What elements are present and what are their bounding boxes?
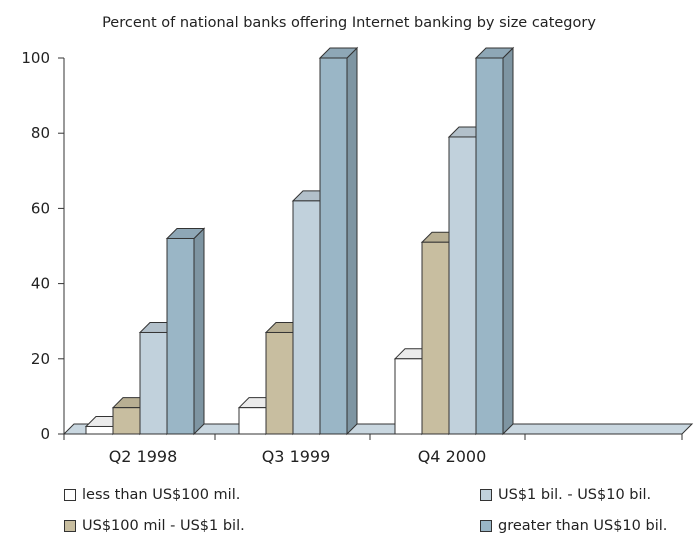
legend-item-greater-than-10bil: greater than US$10 bil.	[480, 518, 667, 534]
bar-front	[112, 407, 141, 435]
chart-title: Percent of national banks offering Inter…	[102, 15, 596, 31]
legend-swatch	[480, 520, 492, 532]
bar	[165, 227, 206, 436]
legend-item-less-than-100mil: less than US$100 mil.	[64, 487, 240, 503]
y-tick-label: 100	[21, 49, 50, 67]
legend-item-100mil-1bil: US$100 mil - US$1 bil.	[64, 518, 245, 534]
bar-front	[475, 57, 504, 435]
bar-front	[85, 425, 114, 435]
legend-label: greater than US$10 bil.	[498, 518, 668, 534]
y-tick-label: 40	[31, 275, 50, 293]
bar-side	[502, 46, 514, 436]
bar-front	[421, 241, 450, 435]
bar-side	[193, 227, 205, 436]
bar-front	[238, 407, 267, 435]
legend-item-1bil-10bil: US$1 bil. - US$10 bil.	[480, 487, 651, 503]
legend-label: US$1 bil. - US$10 bil.	[498, 487, 652, 503]
y-tick-label: 0	[40, 425, 50, 443]
bar-side	[346, 46, 358, 436]
legend-swatch	[64, 489, 76, 501]
legend-swatch	[480, 489, 492, 501]
legend-label: less than US$100 mil.	[82, 487, 241, 503]
legend-swatch	[64, 520, 76, 532]
x-category-label: Q3 1999	[262, 447, 331, 466]
y-tick-label: 60	[31, 199, 50, 217]
y-tick-label: 80	[31, 124, 50, 142]
bar-front	[319, 57, 348, 435]
x-category-label: Q2 1998	[109, 447, 178, 466]
y-tick-label: 20	[31, 350, 50, 368]
bar-front	[448, 136, 477, 435]
x-axis-labels: Q2 1998 Q3 1999 Q4 2000	[109, 447, 487, 466]
bar-group	[84, 46, 515, 436]
bar	[318, 46, 359, 436]
bar-front	[265, 331, 294, 435]
bar-front	[394, 358, 423, 435]
bar-front	[139, 331, 168, 435]
bar-front	[292, 200, 321, 435]
bar-front	[166, 237, 195, 435]
bar	[474, 46, 515, 436]
x-category-label: Q4 2000	[418, 447, 487, 466]
legend-label: US$100 mil - US$1 bil.	[82, 518, 245, 534]
